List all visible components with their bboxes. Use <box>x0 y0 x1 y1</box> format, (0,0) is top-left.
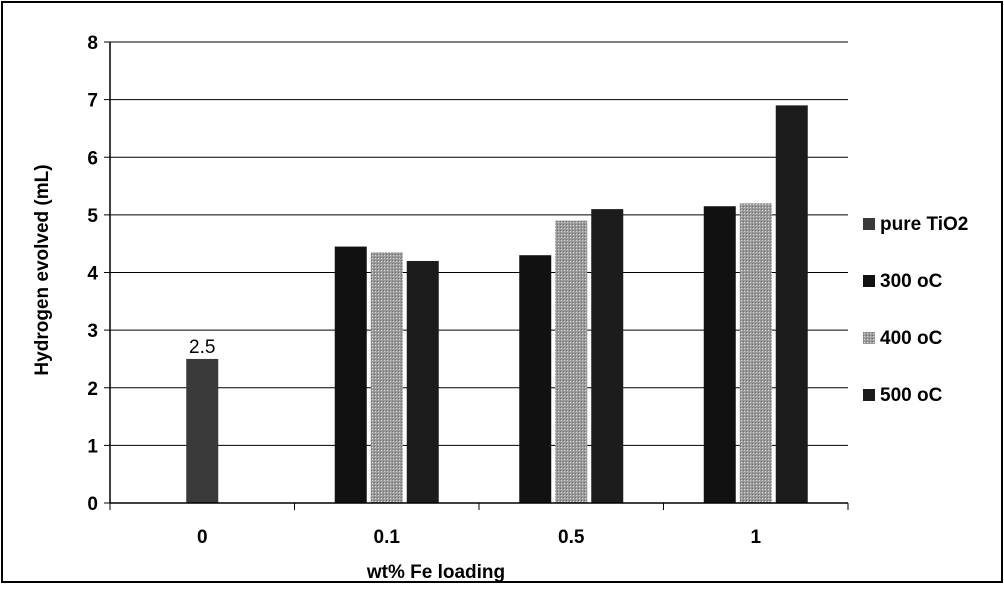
y-tick-label: 1 <box>87 436 98 457</box>
bar <box>406 260 439 503</box>
x-axis-title: wt% Fe loading <box>366 562 505 583</box>
bars: 2.5 <box>186 105 808 504</box>
bar <box>519 255 552 503</box>
y-tick-label: 5 <box>87 206 98 227</box>
bar <box>186 358 219 503</box>
legend-label: 400 oC <box>880 328 943 349</box>
legend-swatch <box>863 389 875 401</box>
legend-swatch <box>863 218 875 230</box>
bar <box>591 209 624 504</box>
x-tick-label: 0.1 <box>374 527 401 548</box>
axes: 0 1 2 3 4 5 6 7 8 0 0.1 0.5 1 <box>87 33 849 548</box>
grid <box>110 41 848 446</box>
bar <box>370 252 403 503</box>
legend-swatch <box>863 275 875 287</box>
y-tick-label: 8 <box>87 33 98 54</box>
bar <box>334 246 367 503</box>
bar <box>555 220 588 503</box>
y-tick-label: 3 <box>87 321 98 342</box>
bar <box>775 105 808 503</box>
legend-label: 500 oC <box>880 385 943 406</box>
legend-label: pure TiO2 <box>880 214 968 235</box>
x-tick-label: 0.5 <box>558 527 585 548</box>
x-tick-label: 1 <box>750 527 761 548</box>
legend-swatch <box>863 332 875 344</box>
data-label: 2.5 <box>189 337 215 358</box>
bar <box>739 203 772 503</box>
y-axis-title: Hydrogen evolved (mL) <box>32 164 53 375</box>
y-tick-label: 2 <box>87 379 98 400</box>
x-tick-label: 0 <box>197 527 208 548</box>
legend-label: 300 oC <box>880 271 943 292</box>
legend: pure TiO2 300 oC 400 oC 500 oC <box>863 214 968 406</box>
y-tick-label: 7 <box>87 91 98 112</box>
y-tick-label: 0 <box>87 494 98 515</box>
bar <box>703 206 736 503</box>
y-tick-label: 4 <box>87 264 98 285</box>
y-tick-label: 6 <box>87 148 98 169</box>
